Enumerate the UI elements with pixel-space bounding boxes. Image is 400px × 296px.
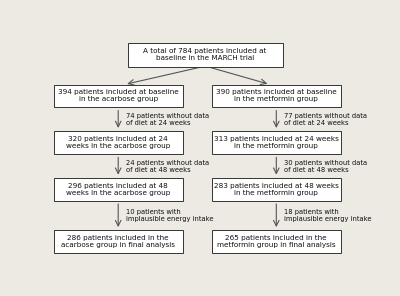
Text: 313 patients included at 24 weeks
in the metformin group: 313 patients included at 24 weeks in the… — [214, 136, 339, 149]
Text: 320 patients included at 24
weeks in the acarbose group: 320 patients included at 24 weeks in the… — [66, 136, 170, 149]
Text: 30 patients without data
of diet at 48 weeks: 30 patients without data of diet at 48 w… — [284, 160, 367, 173]
FancyBboxPatch shape — [212, 85, 341, 107]
Text: 77 patients without data
of diet at 24 weeks: 77 patients without data of diet at 24 w… — [284, 113, 367, 126]
Text: 18 patients with
implausible energy intake: 18 patients with implausible energy inta… — [284, 209, 372, 222]
Text: 286 patients included in the
acarbose group in final analysis: 286 patients included in the acarbose gr… — [61, 235, 175, 248]
Text: A total of 784 patients included at
baseline in the MARCH trial: A total of 784 patients included at base… — [143, 48, 267, 61]
FancyBboxPatch shape — [128, 43, 282, 67]
FancyBboxPatch shape — [54, 178, 182, 201]
Text: 10 patients with
implausible energy intake: 10 patients with implausible energy inta… — [126, 209, 214, 222]
FancyBboxPatch shape — [212, 131, 341, 154]
Text: 74 patients without data
of diet at 24 weeks: 74 patients without data of diet at 24 w… — [126, 113, 209, 126]
Text: 265 patients included in the
metformin group in final analysis: 265 patients included in the metformin g… — [217, 235, 336, 248]
FancyBboxPatch shape — [54, 230, 182, 253]
FancyBboxPatch shape — [54, 131, 182, 154]
Text: 296 patients included at 48
weeks in the acarbose group: 296 patients included at 48 weeks in the… — [66, 183, 170, 196]
FancyBboxPatch shape — [54, 85, 182, 107]
FancyBboxPatch shape — [212, 230, 341, 253]
Text: 24 patients without data
of diet at 48 weeks: 24 patients without data of diet at 48 w… — [126, 160, 209, 173]
Text: 394 patients included at baseline
in the acarbose group: 394 patients included at baseline in the… — [58, 89, 178, 102]
Text: 283 patients included at 48 weeks
in the metformin group: 283 patients included at 48 weeks in the… — [214, 183, 339, 196]
FancyBboxPatch shape — [212, 178, 341, 201]
Text: 390 patients included at baseline
in the metformin group: 390 patients included at baseline in the… — [216, 89, 337, 102]
